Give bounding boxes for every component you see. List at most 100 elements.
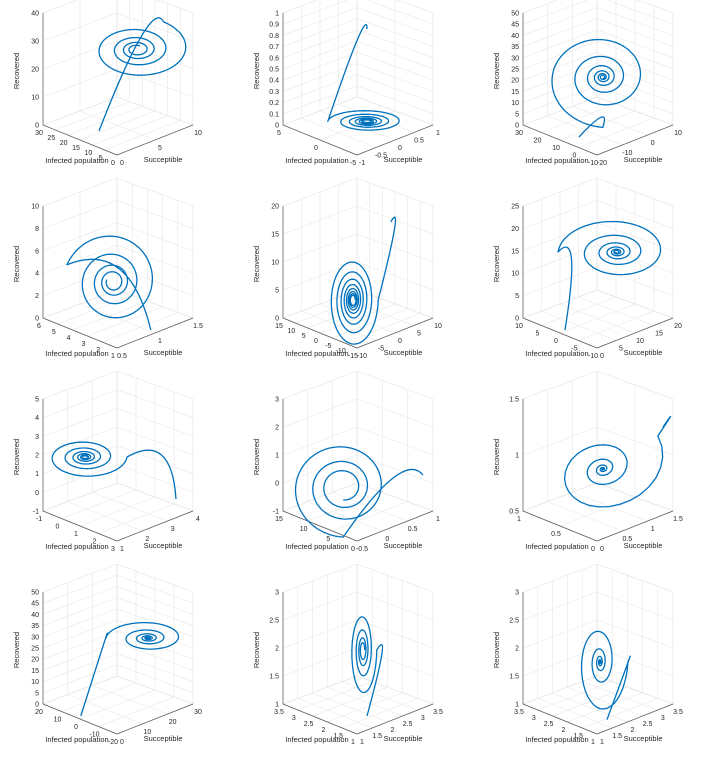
trajectory-line	[580, 630, 631, 720]
z-tick-label: 30	[511, 55, 519, 62]
trajectory-line	[98, 17, 187, 132]
x-axis-line	[522, 317, 598, 349]
y-grid-line	[79, 110, 156, 141]
z-grid-line	[522, 7, 674, 36]
x-axis-line	[282, 124, 358, 156]
y-tick-label: 0	[398, 338, 402, 345]
trajectory-line	[563, 415, 672, 508]
z-tick-label: 0	[35, 490, 39, 497]
z-grid-line	[282, 63, 434, 92]
y-axis-label: Succeptible	[144, 541, 183, 550]
z-grid-line	[282, 29, 434, 59]
y-tick-label: 1	[436, 516, 440, 523]
y-axis-line	[596, 510, 674, 542]
y-tick-label: 2	[390, 727, 394, 734]
x-tick-label: 5	[302, 333, 306, 340]
y-tick-label: 0	[120, 739, 124, 746]
z-tick-label: 3	[275, 590, 279, 597]
right-wall-outline	[596, 177, 674, 319]
z-tick-label: 15	[511, 89, 519, 96]
z-axis-label: Recovered	[12, 246, 21, 282]
z-tick-label: 1.5	[269, 674, 279, 681]
z-tick-label: 0.7	[269, 44, 279, 51]
z-grid-line	[42, 408, 194, 437]
y-tick-label: -5	[378, 346, 384, 353]
y-grid-line	[567, 686, 643, 717]
z-tick-label: 45	[31, 601, 39, 608]
z-tick-label: 10	[271, 260, 279, 267]
floor-outline	[522, 289, 674, 349]
x-grid-line	[79, 689, 156, 720]
z-tick-label: 30	[31, 39, 39, 46]
z-tick-label: 0.6	[269, 55, 279, 62]
y-tick-label: 1	[120, 546, 124, 553]
y-tick-label: 1.5	[193, 323, 203, 330]
x-grid-line	[537, 681, 613, 711]
y-axis-line	[116, 510, 194, 542]
y-grid-line	[332, 492, 408, 522]
trajectory-line	[80, 621, 180, 717]
x-grid-line	[578, 117, 655, 148]
plot-panel-11: 3.5 3 2.5 2 1.5 1 1 1.5 2 2.5 3 3.5 1 1.5 2 2.5 3 Infecte…	[245, 563, 475, 772]
right-wall-outline	[116, 177, 194, 319]
y-tick-label: 15	[655, 331, 663, 338]
y-grid-line	[552, 692, 628, 723]
plot-panel-12: 3.5 3 2.5 2 1.5 1 1 1.5 2 2.5 3 3.5 1 1.5 2 2.5 3 Infecte…	[485, 563, 715, 772]
x-grid-line	[79, 496, 156, 527]
y-grid-line	[92, 685, 168, 715]
x-tick-label: 1.5	[333, 733, 343, 740]
z-tick-label: 5	[35, 397, 39, 404]
z-tick-label: 0	[275, 481, 279, 488]
x-axis-label: Infected population	[45, 735, 108, 744]
z-tick-label: 0.1	[269, 111, 279, 118]
x-tick-label: 20	[534, 138, 542, 145]
x-tick-label: 3.5	[274, 709, 284, 716]
z-axis-label: Recovered	[12, 439, 21, 475]
x-tick-label: 1	[591, 739, 595, 746]
x-grid-line	[61, 682, 137, 712]
y-axis-label: Succeptible	[624, 734, 663, 743]
z-tick-label: 1	[275, 702, 279, 709]
x-tick-label: 5	[52, 329, 56, 336]
grid-lines	[522, 0, 674, 156]
y-axis-line	[356, 124, 434, 156]
x-axis-line	[282, 703, 358, 735]
z-grid-line	[42, 200, 194, 229]
y-tick-label: 0.5	[414, 138, 424, 145]
z-tick-label: 40	[511, 33, 519, 40]
x-axis-label: Infected population	[45, 542, 108, 551]
z-tick-label: 0.4	[269, 78, 279, 85]
trajectory-line	[330, 216, 397, 345]
y-grid-line	[327, 686, 403, 717]
y-grid-line	[301, 117, 377, 148]
plot-panel-4: 6 5 4 3 2 1 0.5 1 1.5 0 2 4 6 8 10 Infected population S…	[5, 177, 235, 386]
x-axis-label: Infected population	[525, 156, 588, 165]
x-tick-label: -10	[588, 160, 598, 167]
y-axis-label: Succeptible	[384, 155, 423, 164]
z-tick-label: 0.5	[269, 67, 279, 74]
z-grid-line	[282, 205, 434, 235]
plot-panel-3: 30 20 10 0 -10 -20 -10 0 10 0 5 10 15 20 25 30 35 40 45 50 I…	[485, 0, 715, 193]
y-axis-line	[116, 703, 194, 735]
z-grid-line	[42, 574, 194, 604]
z-grid-line	[522, 244, 674, 274]
z-tick-label: 2	[35, 293, 39, 300]
z-tick-label: 0	[35, 123, 39, 130]
x-tick-label: 0	[351, 546, 355, 553]
z-grid-line	[42, 389, 194, 418]
plot-5: 15 10 5 0 -5 -10-15-10 -5 0 5 10 0 5 10 15 20 Infected …	[252, 177, 442, 360]
z-tick-label: -1	[33, 509, 39, 516]
y-tick-label: -0.5	[375, 153, 387, 160]
plot-11: 3.532.521.51 11.522.533.511.522.53Infecte…	[252, 563, 443, 746]
y-axis-line	[116, 317, 194, 349]
y-axis-line	[116, 124, 194, 156]
z-tick-label: 3	[515, 590, 519, 597]
y-tick-label: 5	[158, 145, 162, 152]
y-grid-line	[92, 492, 168, 522]
z-tick-label: 50	[31, 590, 39, 597]
x-tick-label: 1	[517, 516, 521, 523]
floor-outline	[42, 289, 194, 349]
trajectory-line	[66, 235, 154, 331]
x-axis-line	[282, 317, 358, 349]
